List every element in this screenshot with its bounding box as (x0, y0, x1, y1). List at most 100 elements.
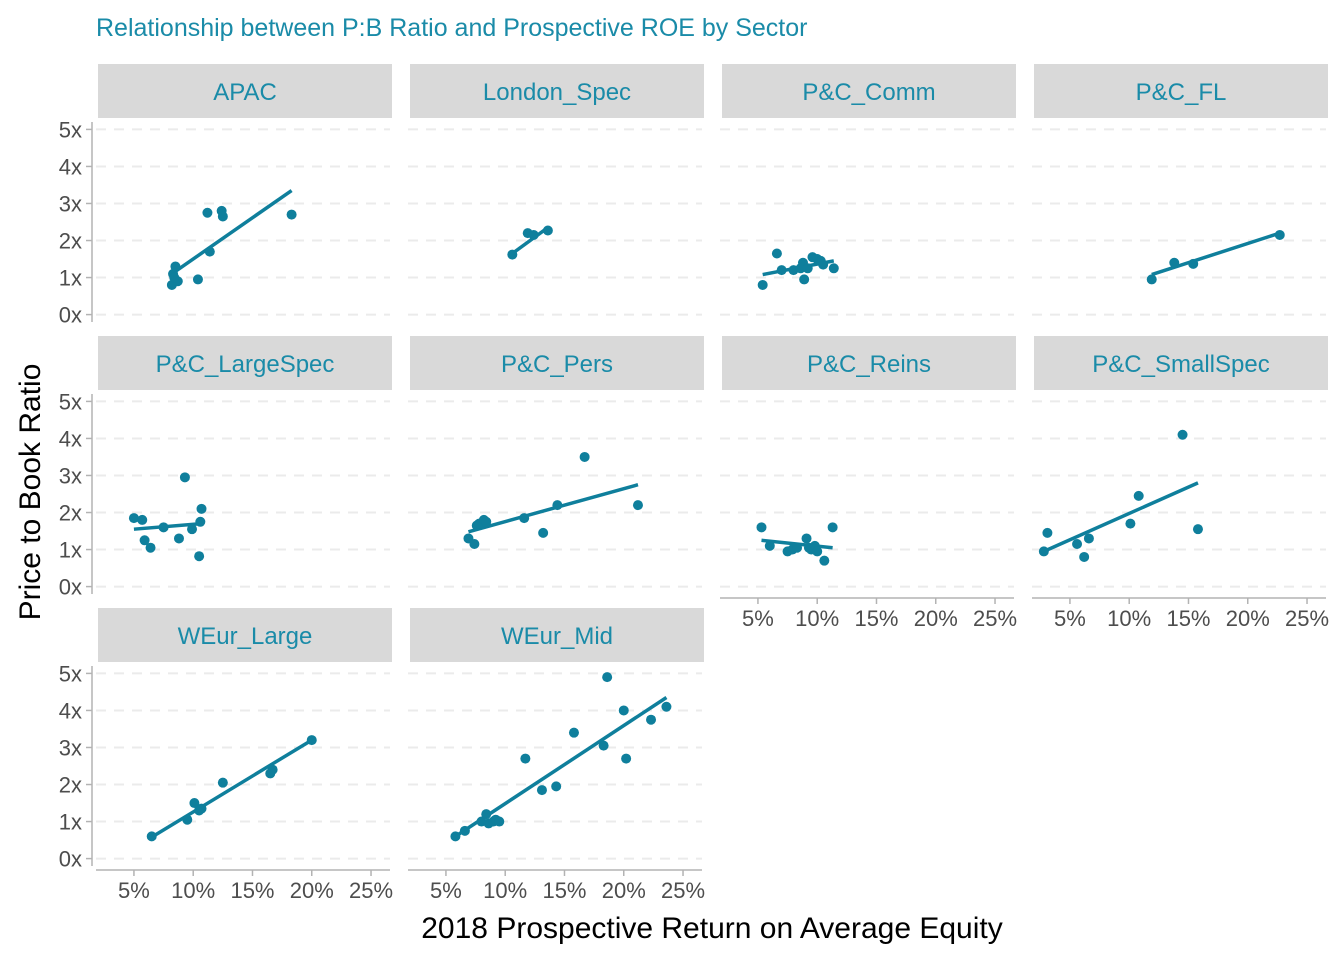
data-point (170, 261, 181, 272)
panel-weur-large: WEur_Large 0x 1x 2x 3x 4x 5x 5% 10% 15% 20% 25% (59, 608, 393, 903)
data-point (196, 503, 207, 514)
data-point (1072, 539, 1083, 549)
x-tick-label: 10% (1107, 606, 1151, 631)
x-tick-label: 15% (542, 878, 586, 903)
y-tick-label: 0x (59, 303, 82, 328)
strip-label-pc-pers: P&C_Pers (501, 351, 613, 378)
strip-pc-comm (722, 64, 1016, 118)
x-tick-label: 20% (1226, 606, 1270, 631)
y-tick-label: 4x (59, 698, 82, 723)
strip-london-spec (410, 64, 704, 118)
y-tick-label: 5x (59, 117, 82, 142)
data-point (661, 701, 672, 712)
data-point (812, 546, 823, 557)
data-point (818, 259, 829, 270)
data-point (520, 753, 531, 764)
data-point (827, 522, 838, 533)
data-point (187, 524, 198, 535)
strip-weur-mid (410, 608, 704, 662)
data-point (776, 265, 787, 276)
y-tick-label: 2x (59, 501, 82, 526)
data-point (801, 533, 812, 544)
y-tick-label: 0x (59, 575, 82, 600)
x-tick-label: 10% (483, 878, 527, 903)
strip-label-pc-fl: P&C_FL (1136, 79, 1227, 106)
data-point (169, 272, 180, 283)
data-point (267, 764, 278, 775)
data-point (128, 513, 139, 524)
data-point (551, 781, 562, 792)
y-tick-label: 0x (59, 847, 82, 872)
x-tick-label: 10% (795, 606, 839, 631)
data-point (306, 735, 317, 746)
data-point (145, 542, 156, 553)
x-tick-label: 5% (742, 606, 774, 631)
strip-label-pc-comm: P&C_Comm (802, 79, 935, 106)
data-point (173, 533, 184, 544)
panel-pc-reins: P&C_Reins 5% 10% 15% 20% 25% (720, 336, 1017, 631)
data-point (542, 225, 553, 236)
strip-label-weur-mid: WEur_Mid (501, 623, 613, 650)
y-tick-label: 5x (59, 661, 82, 686)
y-tick-label: 3x (59, 463, 82, 488)
data-point (568, 727, 579, 738)
data-point (139, 535, 150, 546)
data-point (1079, 551, 1090, 562)
data-point (146, 831, 157, 842)
x-tick-label: 15% (1166, 606, 1210, 631)
fit-line-pc-smallspec (1043, 481, 1199, 554)
x-tick-label: 20% (290, 878, 334, 903)
strip-pc-smallspec (1034, 336, 1328, 390)
panel-pc-pers: P&C_Pers (408, 336, 704, 588)
data-point (646, 714, 657, 725)
data-point (618, 705, 629, 716)
data-point (494, 816, 505, 827)
x-tick-label: 25% (661, 878, 705, 903)
strip-label-pc-smallspec: P&C_SmallSpec (1092, 351, 1269, 378)
data-point (771, 248, 782, 259)
data-point (1188, 258, 1199, 269)
panel-london-spec: London_Spec (408, 64, 704, 316)
fit-line-apac (170, 189, 293, 276)
strip-label-weur-large: WEur_Large (178, 623, 313, 650)
data-point (757, 279, 768, 290)
strip-label-apac: APAC (213, 79, 277, 106)
x-tick-label: 10% (171, 878, 215, 903)
x-tick-label: 20% (914, 606, 958, 631)
strip-pc-pers (410, 336, 704, 390)
y-tick-label: 5x (59, 389, 82, 414)
data-point (217, 211, 228, 222)
data-point (1042, 527, 1053, 538)
data-point (194, 551, 205, 562)
data-point (536, 785, 547, 796)
facet-panels: APAC 0x 1x 2x 3x 4x 5x London_Spec P&C_Comm P&C_F… (59, 64, 1329, 903)
y-tick-label: 4x (59, 154, 82, 179)
data-point (182, 814, 193, 825)
y-tick-label: 4x (59, 426, 82, 451)
panel-pc-fl: P&C_FL (1032, 64, 1328, 316)
data-point (204, 246, 215, 257)
x-tick-label: 5% (430, 878, 462, 903)
x-tick-label: 25% (349, 878, 393, 903)
data-point (802, 263, 813, 274)
y-tick-label: 1x (59, 266, 82, 291)
fit-line-weur-large (150, 738, 313, 839)
data-point (192, 274, 203, 285)
data-point (286, 209, 297, 220)
data-point (459, 825, 470, 836)
data-point (1083, 533, 1094, 544)
data-point (507, 249, 518, 260)
data-point (1274, 229, 1285, 240)
y-tick-label: 2x (59, 773, 82, 798)
data-point (632, 500, 643, 511)
panel-apac: APAC 0x 1x 2x 3x 4x 5x (59, 64, 392, 328)
x-tick-label: 25% (973, 606, 1017, 631)
strip-pc-fl (1034, 64, 1328, 118)
x-tick-label: 15% (230, 878, 274, 903)
data-point (538, 527, 549, 538)
data-point (179, 472, 190, 483)
strip-label-pc-largespec: P&C_LargeSpec (156, 351, 335, 378)
data-point (481, 809, 492, 820)
data-point (189, 798, 200, 809)
